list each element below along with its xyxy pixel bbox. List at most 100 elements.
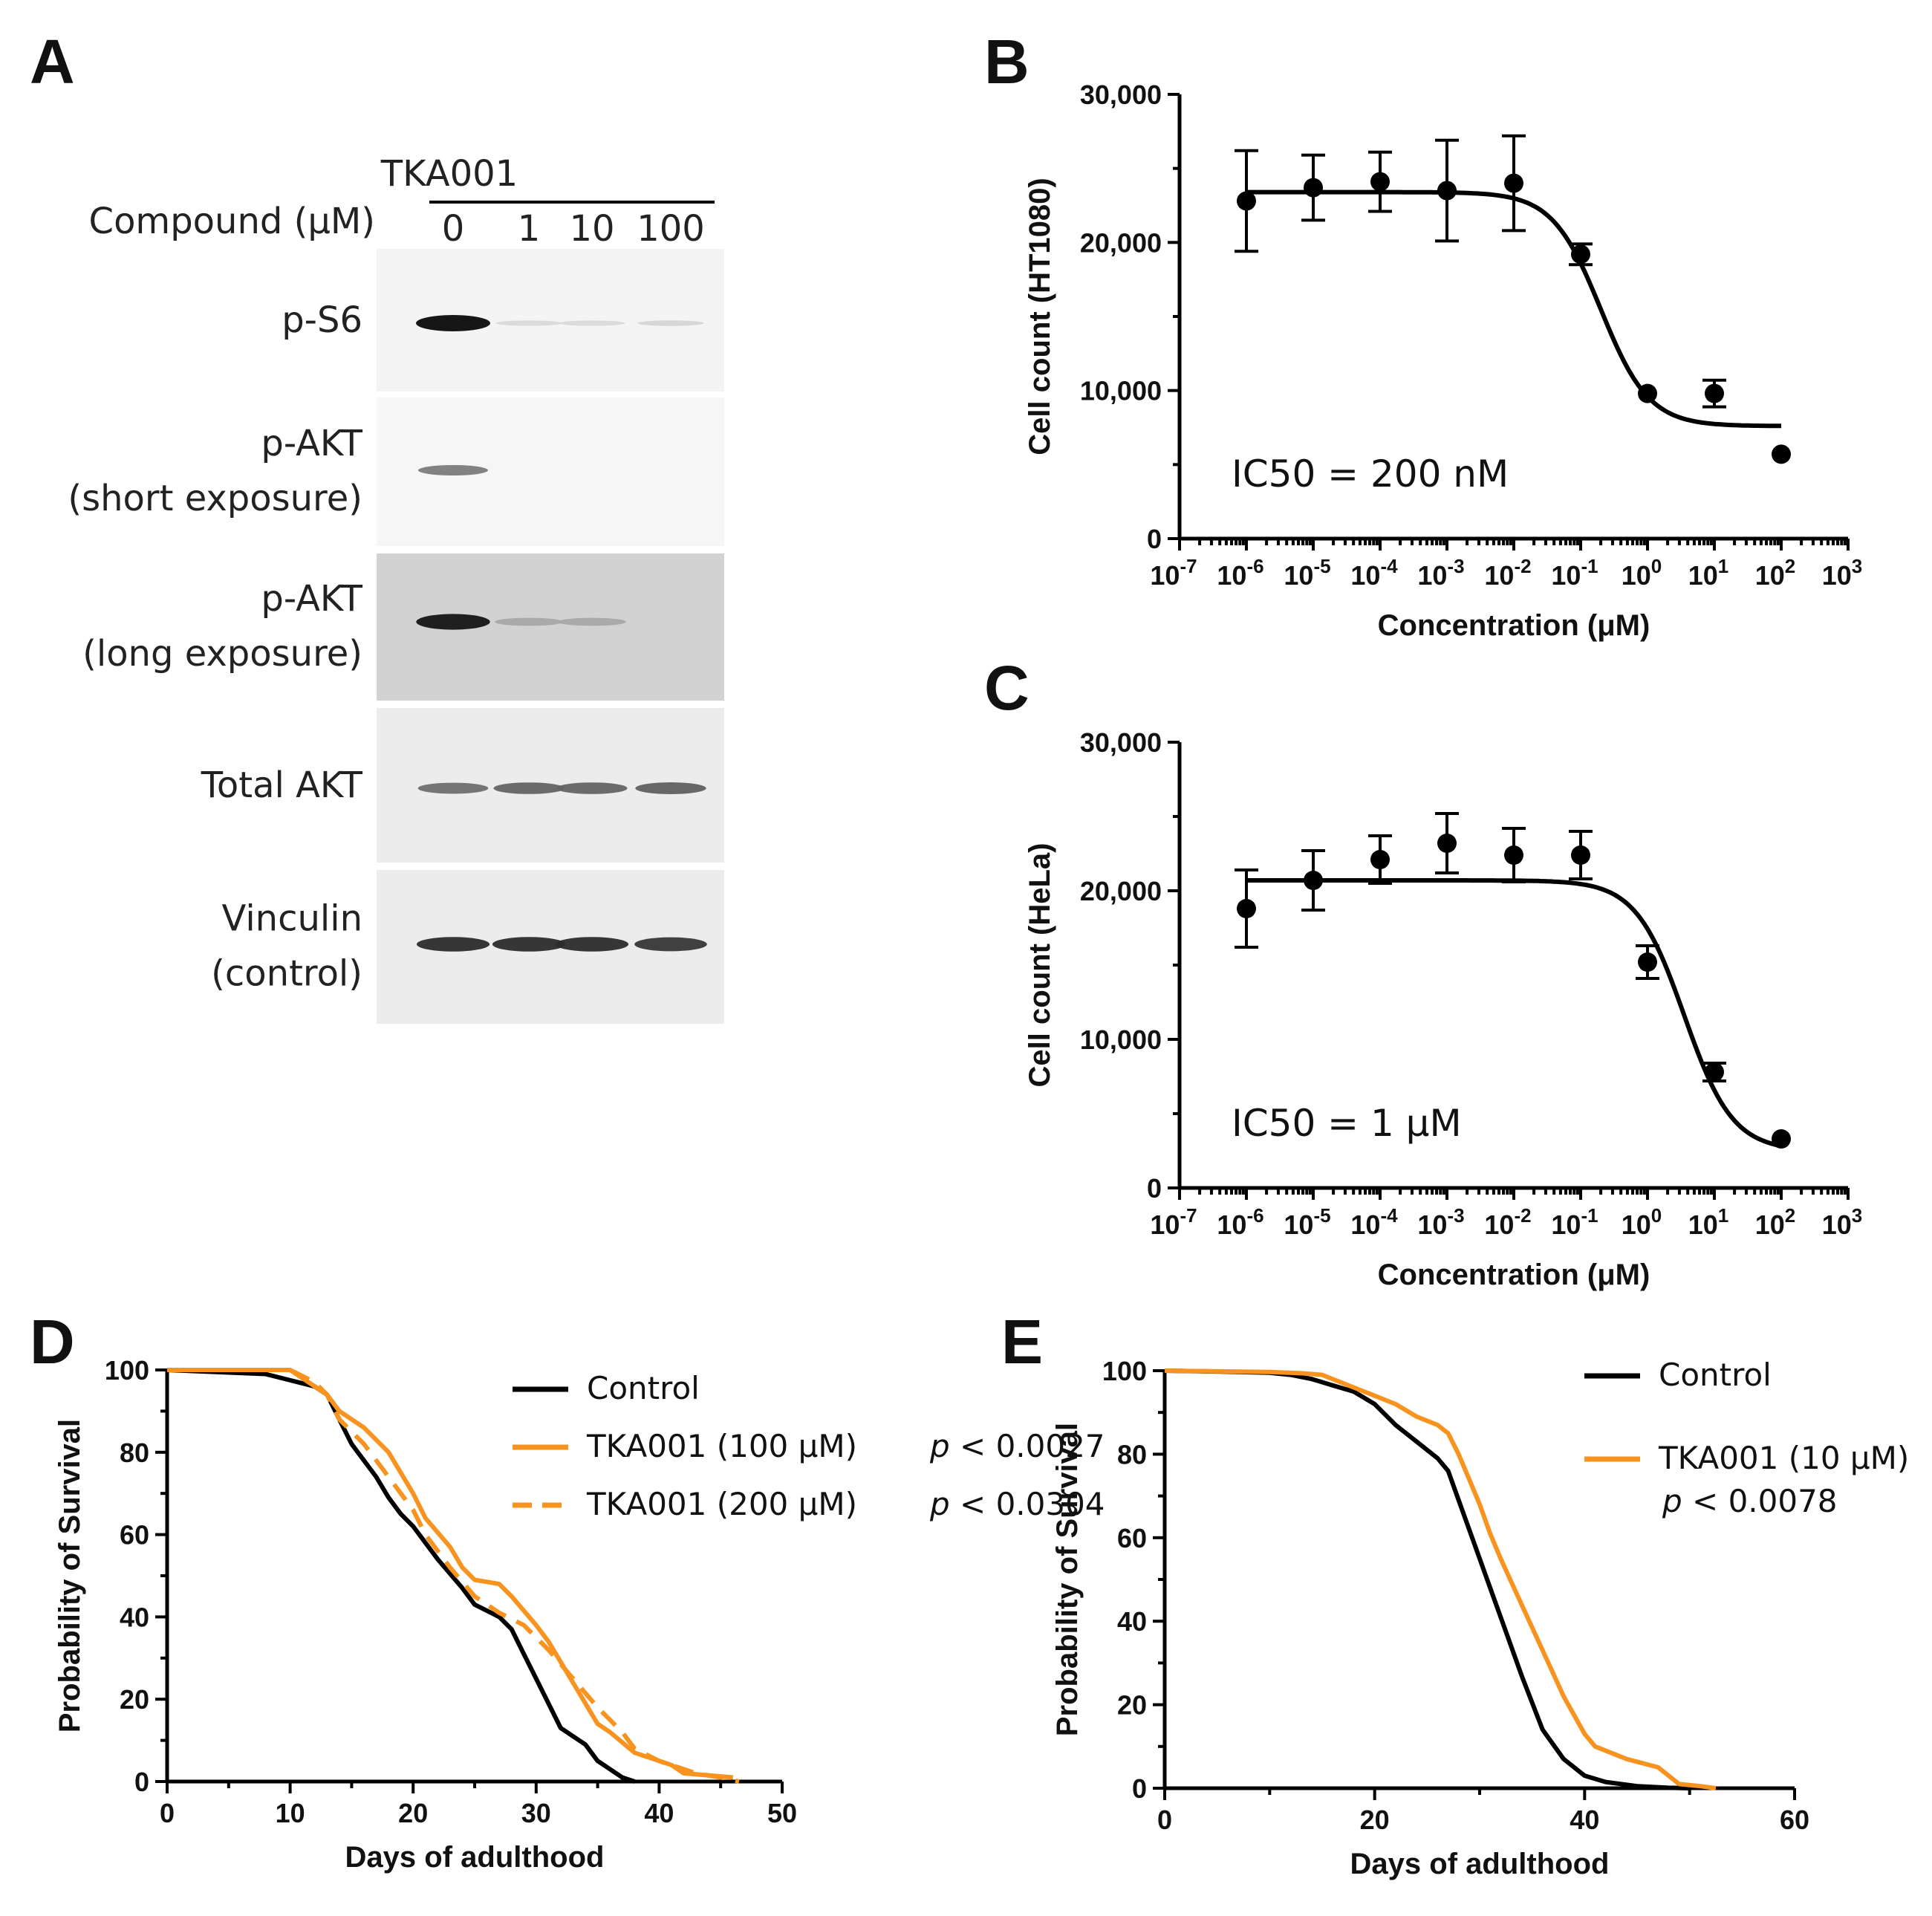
survival-curve <box>166 1368 636 1784</box>
data-point <box>1304 871 1323 890</box>
x-tick-label: 10-5 <box>1284 555 1330 591</box>
panel-label-e: E <box>1001 1307 1043 1377</box>
legend-p-value: p < 0.0304 <box>929 1486 1105 1522</box>
y-tick-label: 20 <box>1117 1690 1147 1721</box>
data-point <box>1437 834 1457 853</box>
survival-curve <box>167 1368 740 1784</box>
data-point <box>1571 845 1590 865</box>
y-tick-label: 80 <box>120 1438 149 1468</box>
legend-label: TKA001 (200 μM) <box>586 1486 857 1522</box>
panel-label-c: C <box>984 653 1030 723</box>
data-point <box>1571 244 1590 264</box>
blot-lane-2: 10 <box>569 208 614 250</box>
blot-band-label: (control) <box>211 953 362 995</box>
blot-band <box>635 782 706 794</box>
x-tick-label: 103 <box>1822 1204 1863 1240</box>
x-tick-label: 20 <box>1360 1805 1390 1835</box>
x-tick-label: 10-1 <box>1551 555 1598 591</box>
legend-label: TKA001 (10 μM) <box>1658 1440 1909 1476</box>
x-tick-label: 40 <box>1570 1805 1599 1835</box>
y-tick-label: 100 <box>105 1355 149 1386</box>
data-point <box>1638 952 1657 972</box>
chart-c: 0 10,000 20,000 30,000 10-7 10-6 10-5 10-4 10-3 1… <box>1024 727 1862 1291</box>
data-point <box>1370 172 1390 192</box>
blot-band-label: p-AKT <box>261 578 362 620</box>
y-tick-label: 0 <box>1147 524 1162 554</box>
x-tick-label: 60 <box>1780 1805 1809 1835</box>
x-tick-label: 10-7 <box>1150 1204 1197 1240</box>
y-tick-label: 30,000 <box>1080 727 1162 758</box>
x-tick-label: 10-7 <box>1150 555 1197 591</box>
blot-band <box>418 465 488 475</box>
blot-band <box>555 937 629 952</box>
blot-band <box>559 320 625 326</box>
x-tick-label: 100 <box>1622 555 1662 591</box>
survival-curve <box>1164 1368 1717 1790</box>
data-point <box>1638 383 1657 403</box>
y-tick-label: 40 <box>1117 1606 1147 1637</box>
x-tick-label: 10-2 <box>1484 555 1531 591</box>
data-point <box>1772 444 1791 464</box>
blot-band <box>416 315 490 331</box>
x-tick-label: 10-2 <box>1484 1204 1531 1240</box>
data-point <box>1772 1129 1791 1149</box>
blot-band-label: (long exposure) <box>82 633 362 675</box>
x-tick-label: 10-1 <box>1551 1204 1598 1240</box>
x-tick-label: 102 <box>1755 1204 1796 1240</box>
x-tick-label: 10-6 <box>1217 1204 1263 1240</box>
blot-band-label: Vinculin <box>222 898 362 940</box>
survival-curve <box>167 1368 734 1780</box>
x-tick-label: 50 <box>767 1798 797 1828</box>
blot-band-label: p-AKT <box>261 423 362 464</box>
chart-d: 0 20 40 60 80 100 0 10 20 30 40 50 Days of adulthood… <box>53 1355 1105 1874</box>
x-tick-label: 10 <box>276 1798 305 1828</box>
data-point <box>1237 899 1256 918</box>
chart-b: 0 10,000 20,000 30,000 10-7 10-6 10-5 10-4 10-3 1… <box>1024 79 1862 642</box>
y-axis-label: Probability of Survival <box>1051 1423 1084 1736</box>
legend-p-value: p < 0.0027 <box>929 1428 1105 1464</box>
ic50-annotation: IC50 = 1 μM <box>1232 1102 1462 1145</box>
x-tick-label: 101 <box>1688 1204 1729 1240</box>
y-tick-label: 80 <box>1117 1439 1147 1470</box>
x-tick-label: 30 <box>521 1798 551 1828</box>
y-tick-label: 20,000 <box>1080 876 1162 906</box>
blot-band <box>556 782 628 794</box>
data-point <box>1370 850 1390 869</box>
y-axis-label: Cell count (HeLa) <box>1024 843 1056 1088</box>
y-tick-label: 10,000 <box>1080 1024 1162 1055</box>
blot-band-label: (short exposure) <box>68 478 362 519</box>
blot-lane-3: 100 <box>637 208 705 250</box>
y-tick-label: 100 <box>1102 1356 1147 1386</box>
x-tick-label: 0 <box>160 1798 175 1828</box>
y-tick-label: 40 <box>120 1602 149 1632</box>
blot-band <box>492 937 566 952</box>
y-tick-label: 10,000 <box>1080 376 1162 406</box>
blot-band-label: Total AKT <box>201 764 363 806</box>
blot-compound-label: Compound (μM) <box>89 201 375 242</box>
blot-band <box>416 614 490 630</box>
x-axis-label: Days of adulthood <box>1350 1848 1610 1880</box>
blot-band <box>637 320 704 326</box>
y-tick-label: 0 <box>134 1767 149 1797</box>
x-tick-label: 10-5 <box>1284 1204 1330 1240</box>
x-tick-label: 40 <box>644 1798 674 1828</box>
x-tick-label: 10-3 <box>1417 1204 1464 1240</box>
x-tick-label: 10-6 <box>1217 555 1263 591</box>
x-tick-label: 10-4 <box>1350 555 1398 591</box>
blot-band <box>417 782 489 794</box>
panel-label-a: A <box>30 27 75 97</box>
x-tick-label: 20 <box>398 1798 428 1828</box>
x-tick-label: 102 <box>1755 555 1796 591</box>
blot-band <box>493 782 565 794</box>
x-axis-label: Days of adulthood <box>345 1841 605 1874</box>
y-axis-label: Probability of Survival <box>53 1419 86 1732</box>
y-tick-label: 20 <box>120 1684 149 1715</box>
x-tick-label: 0 <box>1157 1805 1172 1835</box>
x-tick-label: 10-4 <box>1350 1204 1398 1240</box>
panel-label-d: D <box>30 1307 75 1377</box>
blot-lane-1: 1 <box>518 208 541 250</box>
y-tick-label: 60 <box>1117 1523 1147 1553</box>
blot-band <box>416 937 490 952</box>
y-tick-label: 60 <box>120 1520 149 1550</box>
